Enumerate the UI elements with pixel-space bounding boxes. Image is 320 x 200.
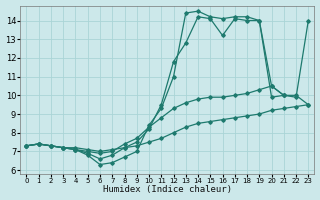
X-axis label: Humidex (Indice chaleur): Humidex (Indice chaleur) [103,185,232,194]
